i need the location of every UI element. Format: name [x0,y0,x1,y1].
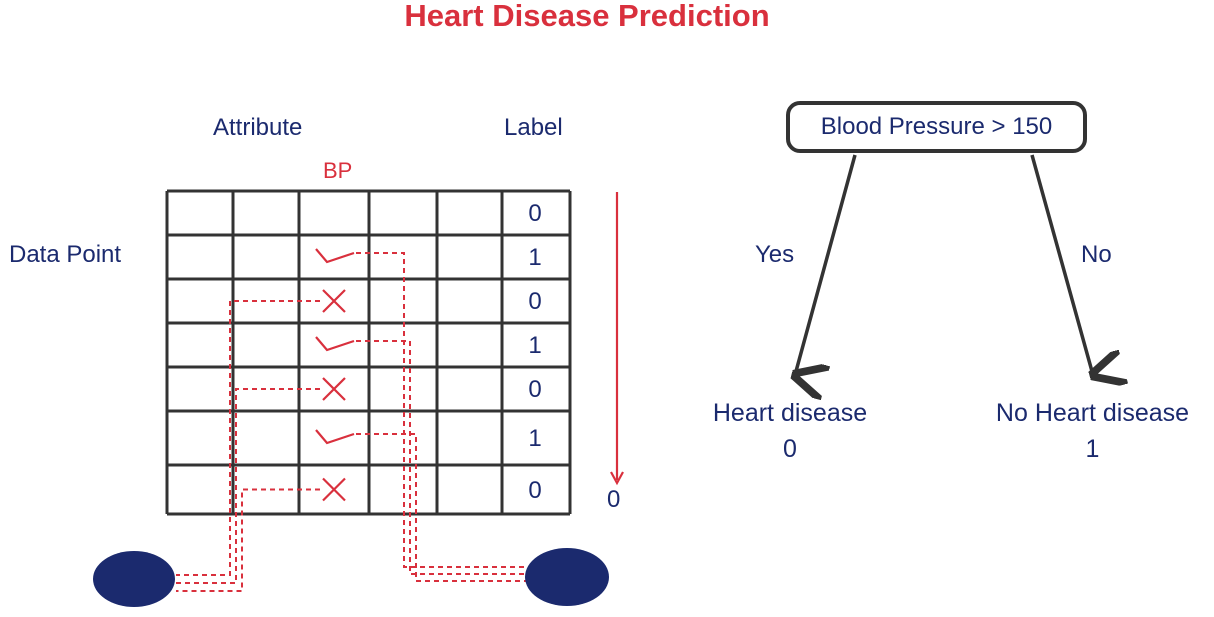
label-value: 0 [528,288,542,315]
dashed-link-cross [176,388,320,584]
arrow-result-value: 0 [607,486,621,513]
yes-branch-arrow [795,154,857,375]
right-leaf: No Heart disease 1 [975,395,1210,468]
label-value: 0 [528,200,542,227]
bp-column-header: BP [323,158,353,183]
tree-root-node: Blood Pressure > 150 [786,101,1087,153]
cross-mark-icon [322,289,346,313]
dashed-link-cross [176,488,320,592]
right-leaf-name: No Heart disease [995,399,1190,427]
dashed-link-check [356,340,526,575]
yes-branch-label: Yes [755,241,795,268]
data-point-row-header: Data Point [9,241,122,268]
check-mark-icon [315,248,355,264]
bp-marks [315,248,355,502]
check-mark-icon [315,429,355,445]
label-header: Label [504,114,563,141]
left-group-node [93,551,175,607]
no-branch-label: No [1081,241,1112,268]
label-value: 1 [528,425,542,452]
label-value: 0 [528,476,542,504]
dashed-link-check [356,433,526,582]
label-value: 1 [528,332,542,359]
cross-mark-icon [322,377,346,401]
label-value: 1 [528,244,542,271]
page-title: Heart Disease Prediction [404,0,770,33]
label-value: 0 [528,376,542,403]
dashed-link-cross [176,300,320,576]
attribute-table-grid [165,189,572,516]
red-down-arrow [610,192,624,486]
right-group-node [525,548,609,606]
right-leaf-value: 1 [1085,435,1100,464]
left-leaf: Heart disease 0 [690,395,890,468]
no-branch-arrow [1030,154,1093,375]
attribute-header: Attribute [213,114,303,141]
dashed-link-check [356,252,526,568]
check-mark-icon [315,336,355,352]
left-leaf-value: 0 [783,435,797,464]
dashed-connectors [176,252,526,592]
cross-mark-icon [322,477,346,502]
left-leaf-name: Heart disease [712,399,868,427]
